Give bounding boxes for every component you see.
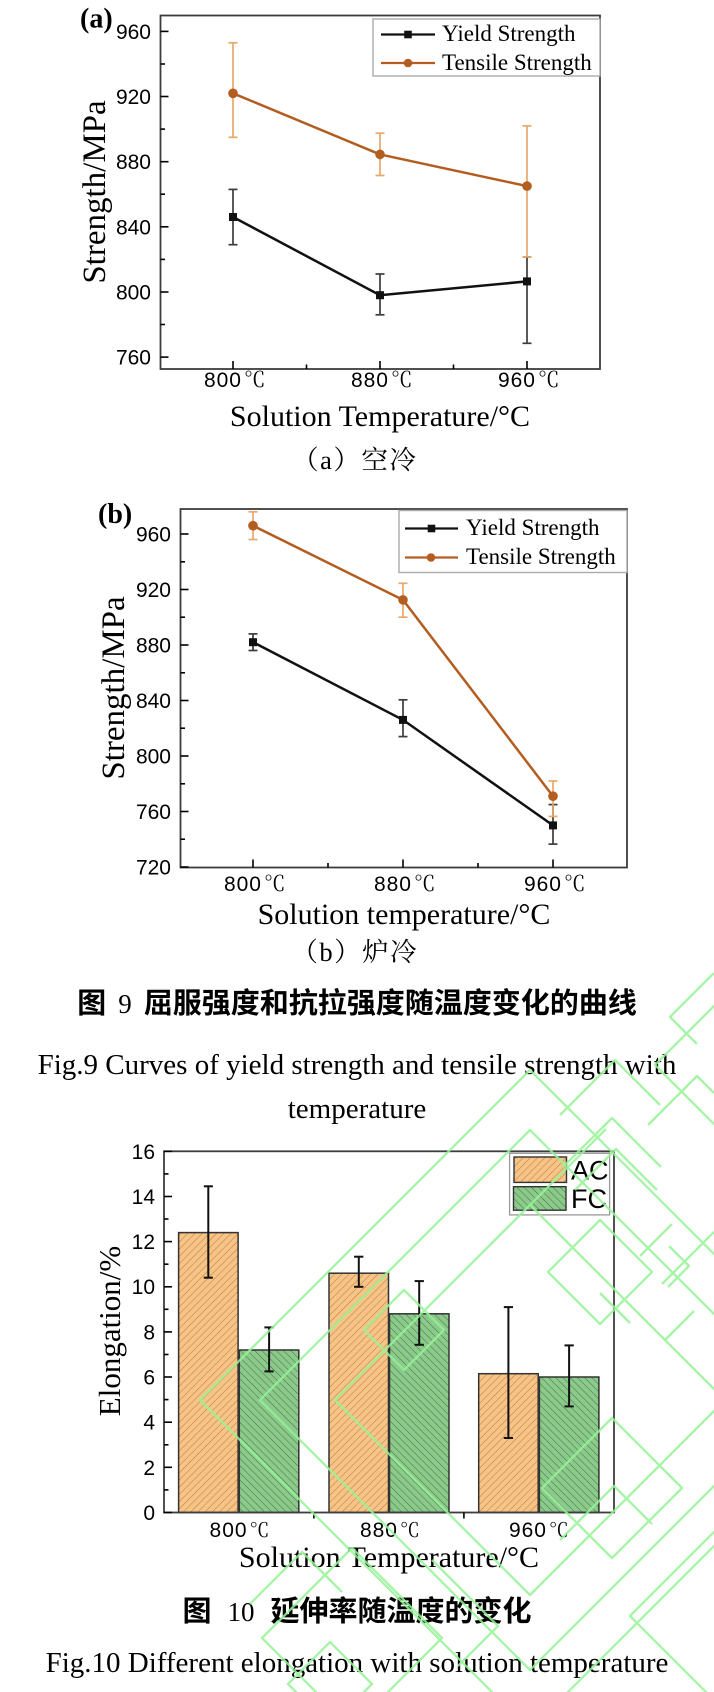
svg-text:Strength/MPa: Strength/MPa xyxy=(96,596,132,780)
svg-text:Solution Temperature/°C: Solution Temperature/°C xyxy=(239,1541,539,1574)
svg-text:800: 800 xyxy=(224,873,262,896)
svg-text:Fig.9 Curves of yield strength: Fig.9 Curves of yield strength and tensi… xyxy=(38,1049,677,1081)
svg-text:14: 14 xyxy=(132,1186,156,1209)
svg-text:8: 8 xyxy=(143,1321,155,1344)
svg-text:Tensile Strength: Tensile Strength xyxy=(442,50,592,75)
svg-text:Solution temperature/°C: Solution temperature/°C xyxy=(258,898,551,931)
svg-text:0: 0 xyxy=(143,1502,155,1525)
svg-text:6: 6 xyxy=(143,1367,155,1390)
svg-text:880: 880 xyxy=(351,369,389,392)
svg-text:Yield Strength: Yield Strength xyxy=(466,515,600,540)
svg-text:Tensile Strength: Tensile Strength xyxy=(466,544,616,569)
svg-text:760: 760 xyxy=(136,801,171,824)
svg-text:760: 760 xyxy=(116,347,151,370)
svg-text:920: 920 xyxy=(116,86,151,109)
svg-text:960: 960 xyxy=(509,1519,547,1542)
svg-text:880: 880 xyxy=(360,1519,398,1542)
svg-text:(a): (a) xyxy=(80,4,113,35)
svg-text:880: 880 xyxy=(374,873,412,896)
svg-text:960: 960 xyxy=(136,524,171,547)
svg-text:800: 800 xyxy=(136,746,171,769)
svg-text:10: 10 xyxy=(228,1597,255,1627)
svg-text:960: 960 xyxy=(116,21,151,44)
svg-text:840: 840 xyxy=(136,690,171,713)
svg-text:2: 2 xyxy=(143,1457,155,1480)
svg-text:temperature: temperature xyxy=(288,1093,426,1125)
svg-text:960: 960 xyxy=(498,369,536,392)
svg-text:4: 4 xyxy=(143,1412,155,1435)
svg-text:920: 920 xyxy=(136,579,171,602)
svg-text:880: 880 xyxy=(116,151,151,174)
svg-text:Fig.10 Different elongation wi: Fig.10 Different elongation with solutio… xyxy=(46,1647,669,1679)
svg-text:800: 800 xyxy=(116,282,151,305)
svg-text:800: 800 xyxy=(204,369,242,392)
svg-text:720: 720 xyxy=(136,857,171,880)
svg-text:840: 840 xyxy=(116,216,151,239)
svg-text:16: 16 xyxy=(132,1141,155,1164)
svg-text:960: 960 xyxy=(524,873,562,896)
svg-text:880: 880 xyxy=(136,635,171,658)
svg-text:800: 800 xyxy=(210,1519,248,1542)
svg-text:Solution Temperature/°C: Solution Temperature/°C xyxy=(230,400,530,433)
svg-text:(b): (b) xyxy=(98,499,132,530)
svg-text:AC: AC xyxy=(571,1156,609,1186)
svg-text:Elongation/%: Elongation/% xyxy=(92,1246,127,1416)
svg-text:12: 12 xyxy=(132,1231,155,1254)
svg-text:Yield Strength: Yield Strength xyxy=(442,21,576,46)
svg-text:Strength/MPa: Strength/MPa xyxy=(77,100,113,284)
svg-text:10: 10 xyxy=(132,1276,155,1299)
svg-text:9: 9 xyxy=(118,989,132,1019)
